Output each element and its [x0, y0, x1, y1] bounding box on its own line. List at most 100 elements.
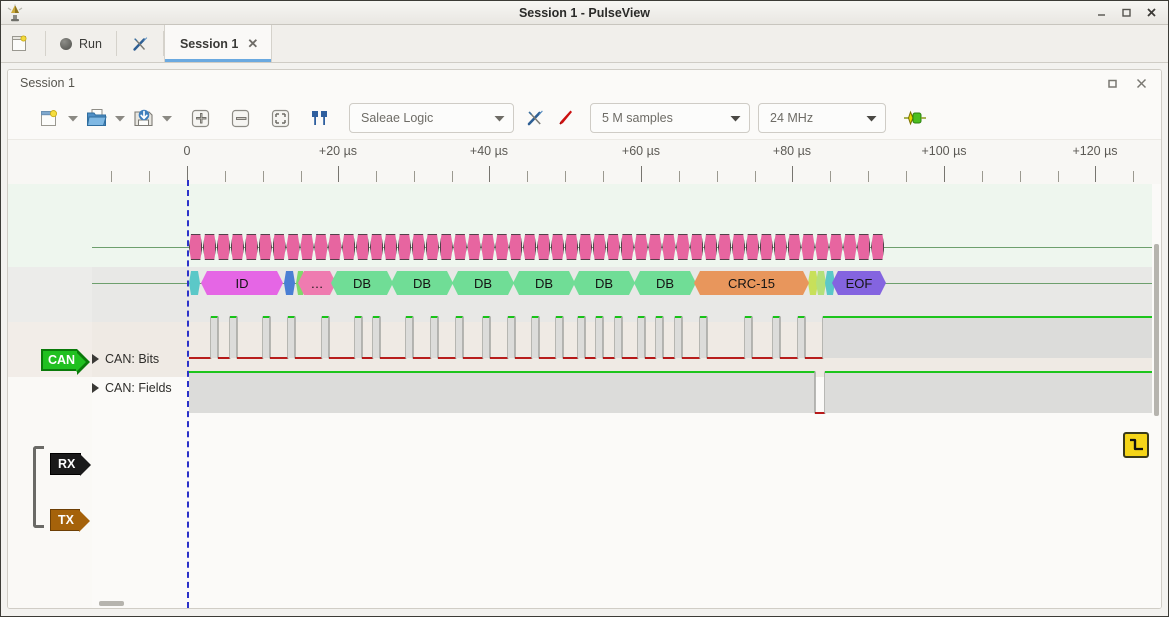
device-selector[interactable]: Saleae Logic [349, 103, 514, 133]
annotation-bit[interactable] [843, 234, 856, 260]
zoom-in-icon[interactable] [185, 104, 215, 132]
zoom-fit-icon[interactable] [265, 104, 295, 132]
annotation-field-id[interactable]: ID [201, 271, 283, 295]
annotation-bit[interactable] [286, 234, 299, 260]
annotation-field[interactable] [825, 271, 835, 295]
annotation-bit[interactable] [788, 234, 801, 260]
annotation-field-db[interactable]: DB [331, 271, 393, 295]
annotation-field-eof[interactable]: EOF [832, 271, 886, 295]
save-disk-icon[interactable] [128, 104, 158, 132]
annotation-bit[interactable] [857, 234, 870, 260]
annotation-bit[interactable] [760, 234, 773, 260]
annotation-bit[interactable] [551, 234, 564, 260]
channel-group-bracket[interactable] [33, 446, 44, 528]
annotation-bit[interactable] [732, 234, 745, 260]
annotation-bit[interactable] [231, 234, 244, 260]
horizontal-scrollbar[interactable] [92, 599, 1161, 608]
maximize-icon[interactable] [1120, 6, 1133, 19]
annotation-bit[interactable] [774, 234, 787, 260]
decoder-row-bits[interactable]: CAN: Bits [92, 352, 159, 366]
tab-close-icon[interactable]: ✕ [247, 36, 259, 51]
annotation-bit[interactable] [690, 234, 703, 260]
annotation-bit[interactable] [273, 234, 286, 260]
run-button[interactable]: Run [46, 25, 116, 62]
annotation-bit[interactable] [523, 234, 536, 260]
decoder-badge-can[interactable]: CAN [41, 349, 91, 375]
annotation-bit[interactable] [481, 234, 494, 260]
annotation-bit[interactable] [565, 234, 578, 260]
vertical-scrollbar[interactable] [1152, 184, 1161, 599]
horizontal-scrollbar-thumb[interactable] [99, 601, 124, 606]
annotation-bit[interactable] [259, 234, 272, 260]
annotation-bit[interactable] [593, 234, 606, 260]
annotation-bit[interactable] [718, 234, 731, 260]
annotation-bit[interactable] [537, 234, 550, 260]
annotation-bit[interactable] [467, 234, 480, 260]
annotation-bit[interactable] [328, 234, 341, 260]
annotation-bit[interactable] [412, 234, 425, 260]
annotation-field-[interactable]: … [298, 271, 336, 295]
annotation-bit[interactable] [370, 234, 383, 260]
sample-count-selector[interactable]: 5 M samples [590, 103, 750, 133]
settings-button[interactable] [117, 25, 163, 62]
annotation-bit[interactable] [426, 234, 439, 260]
annotation-bit[interactable] [621, 234, 634, 260]
decoder-row-fields[interactable]: CAN: Fields [92, 381, 172, 395]
annotation-bit[interactable] [871, 234, 884, 260]
annotation-bit[interactable] [704, 234, 717, 260]
annotation-bit[interactable] [607, 234, 620, 260]
zoom-out-icon[interactable] [225, 104, 255, 132]
time-ruler[interactable]: 0 +20 µs +40 µs +60 µs +80 µs +100 µs +1… [8, 140, 1161, 184]
annotation-field-db[interactable]: DB [513, 271, 575, 295]
tab-session-1[interactable]: Session 1 ✕ [163, 25, 273, 62]
annotation-field-db[interactable]: DB [452, 271, 514, 295]
annotation-field-crc-15[interactable]: CRC-15 [694, 271, 809, 295]
annotation-bit[interactable] [356, 234, 369, 260]
triangle-right-icon[interactable] [92, 354, 99, 364]
annotation-bit[interactable] [662, 234, 675, 260]
annotation-field[interactable] [816, 271, 826, 295]
new-session-button[interactable] [1, 25, 45, 62]
cursors-icon[interactable] [305, 104, 335, 132]
annotation-bit[interactable] [829, 234, 842, 260]
triangle-right-icon[interactable] [92, 383, 99, 393]
annotation-bit[interactable] [314, 234, 327, 260]
device-config-button[interactable] [520, 104, 550, 132]
annotation-bit[interactable] [676, 234, 689, 260]
minimize-icon[interactable] [1095, 6, 1108, 19]
trace-view[interactable]: 0 +20 µs +40 µs +60 µs +80 µs +100 µs +1… [8, 139, 1161, 608]
annotation-bit[interactable] [509, 234, 522, 260]
annotation-bit[interactable] [384, 234, 397, 260]
annotation-bit[interactable] [217, 234, 230, 260]
annotation-bit[interactable] [648, 234, 661, 260]
trigger-probe-button[interactable] [550, 104, 580, 132]
falling-edge-icon[interactable] [1123, 432, 1149, 458]
new-document-dropdown[interactable] [64, 104, 81, 132]
annotation-field[interactable] [189, 271, 200, 295]
vertical-scrollbar-thumb[interactable] [1154, 244, 1159, 416]
new-document-icon[interactable] [34, 104, 64, 132]
sample-rate-selector[interactable]: 24 MHz [758, 103, 886, 133]
annotation-bit[interactable] [453, 234, 466, 260]
annotation-bit[interactable] [801, 234, 814, 260]
annotation-bit[interactable] [579, 234, 592, 260]
annotation-bit[interactable] [746, 234, 759, 260]
annotation-field-db[interactable]: DB [391, 271, 453, 295]
annotation-bit[interactable] [189, 234, 202, 260]
open-folder-icon[interactable] [81, 104, 111, 132]
channel-label-tx[interactable]: TX [50, 509, 90, 532]
close-icon[interactable] [1145, 6, 1158, 19]
annotation-bit[interactable] [203, 234, 216, 260]
restore-icon[interactable] [1106, 77, 1119, 90]
save-disk-dropdown[interactable] [158, 104, 175, 132]
annotation-bit[interactable] [634, 234, 647, 260]
annotation-bit[interactable] [440, 234, 453, 260]
annotation-bit[interactable] [815, 234, 828, 260]
close-icon[interactable] [1135, 77, 1148, 90]
channel-label-rx[interactable]: RX [50, 453, 92, 476]
open-folder-dropdown[interactable] [111, 104, 128, 132]
annotation-field-db[interactable]: DB [634, 271, 696, 295]
annotation-bit[interactable] [300, 234, 313, 260]
annotation-bit[interactable] [245, 234, 258, 260]
annotation-field[interactable] [284, 271, 295, 295]
